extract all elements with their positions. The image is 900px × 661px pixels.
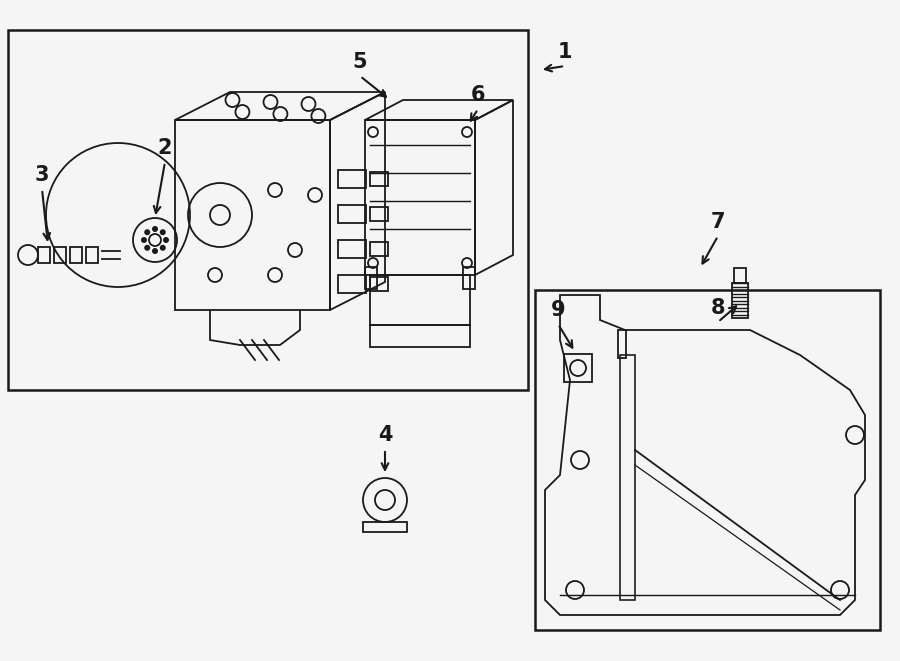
Text: 4: 4	[378, 425, 392, 445]
Bar	[363, 522, 407, 532]
Circle shape	[163, 237, 169, 243]
Bar	[338, 240, 366, 258]
Bar	[564, 354, 592, 382]
Circle shape	[160, 229, 166, 235]
Bar	[535, 290, 880, 630]
Circle shape	[141, 237, 147, 243]
Bar	[370, 277, 388, 291]
Bar	[463, 267, 475, 289]
Bar	[175, 120, 330, 310]
Circle shape	[160, 245, 166, 251]
Bar	[370, 275, 470, 325]
Bar	[54, 247, 66, 263]
Bar	[365, 267, 377, 289]
Bar	[338, 275, 366, 293]
Bar	[370, 207, 388, 221]
Bar	[618, 330, 626, 358]
Text: 9: 9	[551, 300, 565, 320]
Bar	[70, 247, 82, 263]
Text: 6: 6	[471, 85, 485, 105]
Circle shape	[144, 229, 150, 235]
Bar	[8, 30, 528, 390]
Text: 1: 1	[558, 42, 572, 62]
Text: 5: 5	[353, 52, 367, 72]
Text: 8: 8	[711, 298, 725, 318]
Circle shape	[144, 245, 150, 251]
Text: 7: 7	[711, 212, 725, 232]
Bar	[338, 205, 366, 223]
Bar	[365, 120, 475, 275]
Text: 3: 3	[35, 165, 50, 185]
Bar	[734, 268, 746, 283]
Bar	[370, 172, 388, 186]
Bar	[38, 247, 50, 263]
Bar	[732, 283, 748, 318]
Bar	[370, 242, 388, 256]
Text: 2: 2	[158, 138, 172, 158]
Bar	[86, 247, 98, 263]
Circle shape	[152, 248, 158, 254]
Bar	[338, 170, 366, 188]
Bar	[370, 325, 470, 347]
Circle shape	[152, 226, 158, 232]
